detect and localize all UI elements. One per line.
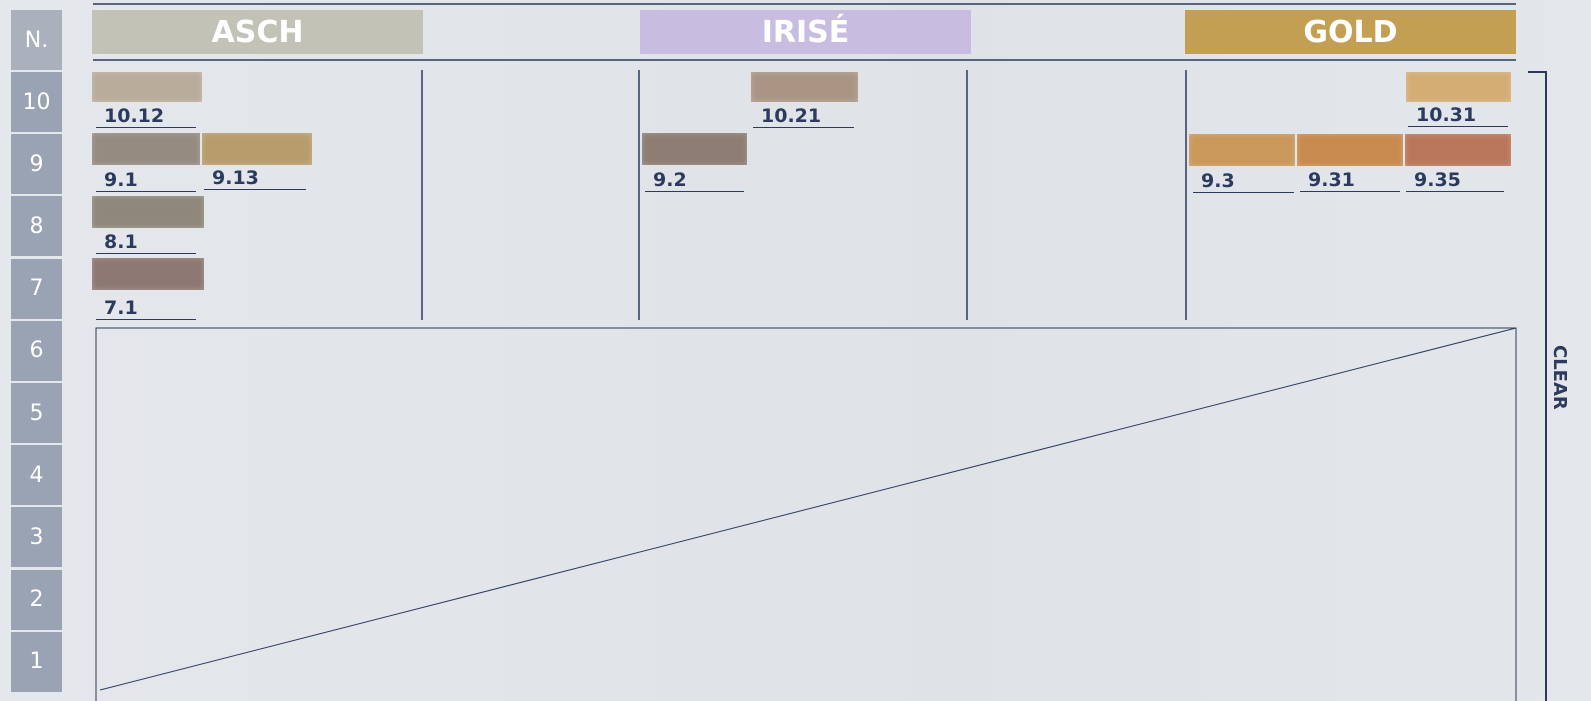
swatch-label: 9.2 bbox=[645, 169, 744, 192]
swatch-label: 9.3 bbox=[1193, 170, 1294, 193]
level-cell: 8 bbox=[11, 196, 62, 256]
swatch bbox=[92, 196, 204, 228]
swatch bbox=[1406, 72, 1511, 102]
swatch bbox=[751, 72, 858, 102]
swatch bbox=[92, 72, 202, 102]
swatch-label: 8.1 bbox=[96, 231, 196, 254]
swatch bbox=[1189, 134, 1295, 166]
swatch-label: 7.1 bbox=[96, 297, 196, 320]
level-cell: 6 bbox=[11, 321, 62, 381]
swatch-label: 10.31 bbox=[1408, 104, 1508, 127]
swatch-label: 10.21 bbox=[753, 105, 854, 128]
swatch bbox=[1297, 134, 1403, 166]
swatch-label: 9.31 bbox=[1300, 169, 1400, 192]
level-cell: 10 bbox=[11, 72, 62, 132]
swatch bbox=[642, 133, 747, 165]
level-cell: 5 bbox=[11, 383, 62, 443]
swatch bbox=[1405, 134, 1511, 166]
swatch-label: 9.13 bbox=[204, 167, 306, 190]
swatch bbox=[92, 133, 200, 165]
family-header: IRISÉ bbox=[640, 10, 971, 54]
family-header: ASCH bbox=[92, 10, 423, 54]
swatch-label: 9.35 bbox=[1406, 169, 1504, 192]
swatch bbox=[92, 258, 204, 290]
page: N. CLEAR 10987654321ASCHIRISÉGOLD10.129.… bbox=[0, 0, 1591, 701]
family-header: GOLD bbox=[1185, 10, 1516, 54]
level-cell: 1 bbox=[11, 632, 62, 692]
level-cell: 2 bbox=[11, 570, 62, 630]
swatch bbox=[202, 133, 312, 165]
side-label: CLEAR bbox=[1549, 345, 1570, 410]
swatch-label: 10.12 bbox=[96, 105, 196, 128]
level-cell: 9 bbox=[11, 134, 62, 194]
level-cell: 7 bbox=[11, 259, 62, 319]
swatch-label: 9.1 bbox=[96, 169, 196, 192]
level-cell: 3 bbox=[11, 507, 62, 567]
level-cell: 4 bbox=[11, 445, 62, 505]
